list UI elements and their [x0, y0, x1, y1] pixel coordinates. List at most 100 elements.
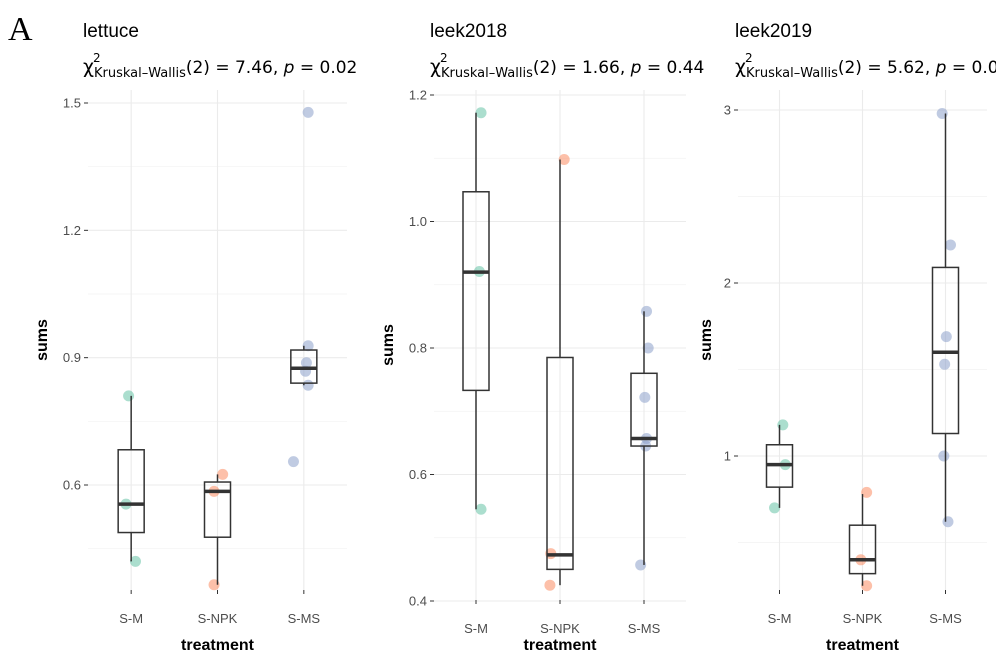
stat-part: Wallis [148, 66, 186, 81]
stat-annotation: χKruskal–Wallis(2) = 1.66, p = 0.44 [430, 56, 704, 81]
panel-title: leek2018 [430, 21, 507, 42]
panel-title: leek2019 [735, 21, 812, 42]
points [769, 107, 956, 592]
stat-part: Wallis [495, 66, 533, 81]
box-rect [546, 356, 574, 571]
box-rect [117, 449, 145, 534]
stat-superscript: 2 [93, 51, 101, 65]
data-point [558, 154, 570, 166]
panel-title: lettuce [83, 21, 139, 42]
data-point [940, 331, 952, 343]
stat-annotation: χKruskal–Wallis(2) = 7.46, p = 0.02 [83, 56, 357, 81]
stat-annotation: χKruskal–Wallis(2) = 5.62, p = 0.06 [735, 56, 996, 81]
box-S-NPK [848, 494, 877, 586]
data-point [300, 357, 312, 369]
box-S-NPK [203, 474, 232, 585]
boxes [462, 112, 658, 586]
data-point [129, 555, 141, 567]
points [473, 107, 654, 591]
y-tick-label: 0.4 [409, 594, 427, 609]
box-rect [462, 191, 490, 392]
stat-part: (2) = 7.46, [186, 58, 284, 78]
box-S-MS [630, 311, 658, 565]
x-tick-label: S-NPK [540, 621, 580, 636]
stat-part: – [489, 66, 496, 81]
box-S-MS [931, 113, 960, 522]
grid: 1 2 3 S-M S-NPK S-MS [724, 90, 987, 626]
y-tick-label: 0.6 [63, 478, 81, 493]
box-rect [848, 524, 877, 575]
data-point [939, 358, 951, 370]
y-tick-label: 1.0 [409, 214, 427, 229]
panel-leek2018: 0.4 0.6 0.8 1.0 1.2 S-M S-NPK S-MS leek2018 χKrus… [380, 21, 704, 654]
stat-part: Wallis [800, 66, 838, 81]
y-tick-label: 0.6 [409, 467, 427, 482]
y-tick-label: 3 [724, 103, 731, 118]
y-tick-label: 1.2 [409, 88, 427, 103]
data-point [769, 502, 781, 514]
data-point [942, 516, 954, 528]
stat-part: p [935, 58, 947, 78]
stat-superscript: 2 [440, 51, 448, 65]
y-tick-label: 0.9 [63, 350, 81, 365]
y-tick-label: 0.8 [409, 341, 427, 356]
stat-part: χ [430, 56, 441, 78]
data-point [475, 107, 487, 119]
x-tick-label: S-MS [288, 611, 321, 626]
stat-superscript: 2 [745, 51, 753, 65]
points [120, 106, 314, 591]
x-tick-label: S-M [464, 621, 488, 636]
stat-part: Kruskal [94, 66, 142, 81]
data-point [217, 468, 229, 480]
y-tick-label: 1 [724, 449, 731, 464]
stat-part: χ [83, 56, 94, 78]
stat-part: = 0.02 [294, 58, 357, 78]
y-tick-label: 2 [724, 276, 731, 291]
y-tick-label: 1.5 [63, 96, 81, 111]
stat-part: Kruskal [746, 66, 794, 81]
data-point [938, 450, 950, 462]
data-point [639, 391, 651, 403]
data-point [287, 456, 299, 468]
y-axis-title: sums [698, 319, 715, 361]
figure-label: A [8, 11, 33, 48]
stat-part: (2) = 1.66, [533, 58, 631, 78]
y-tick-label: 1.2 [63, 223, 81, 238]
stat-part: p [630, 58, 642, 78]
x-tick-label: S-M [768, 611, 792, 626]
data-point [641, 305, 653, 317]
data-point [123, 390, 135, 402]
grid: 0.6 0.9 1.2 1.5 S-M S-NPK S-MS [63, 90, 347, 626]
box-S-M [462, 112, 490, 510]
x-axis-title: treatment [826, 637, 900, 654]
stat-part: p [283, 58, 295, 78]
box-rect [630, 372, 658, 447]
x-tick-label: S-MS [929, 611, 962, 626]
box-S-NPK [546, 159, 574, 586]
box-S-M [117, 395, 145, 562]
data-point [861, 580, 873, 592]
box-rect [203, 481, 232, 538]
x-tick-label: S-NPK [843, 611, 883, 626]
data-point [302, 340, 314, 352]
panel-lettuce: 0.6 0.9 1.2 1.5 S-M S-NPK S-MS lettuce χKruskal–… [34, 21, 357, 654]
x-axis-title: treatment [524, 637, 598, 654]
stat-part: χ [735, 56, 746, 78]
boxes [765, 113, 960, 586]
stat-part: = 0.06 [946, 58, 996, 78]
x-axis-title: treatment [181, 637, 255, 654]
data-point [642, 342, 654, 354]
x-tick-label: S-M [119, 611, 143, 626]
data-point [302, 106, 314, 118]
box-S-MS [290, 345, 318, 386]
data-point [544, 579, 556, 591]
data-point [861, 486, 873, 498]
y-axis-title: sums [380, 324, 397, 366]
stat-part: Kruskal [441, 66, 489, 81]
stat-part: – [794, 66, 801, 81]
y-axis-title: sums [34, 319, 51, 361]
x-tick-label: S-NPK [198, 611, 238, 626]
panel-leek2019: 1 2 3 S-M S-NPK S-MS leek2019 χKruskal–Wallis(2… [698, 21, 996, 654]
boxes [117, 345, 318, 585]
